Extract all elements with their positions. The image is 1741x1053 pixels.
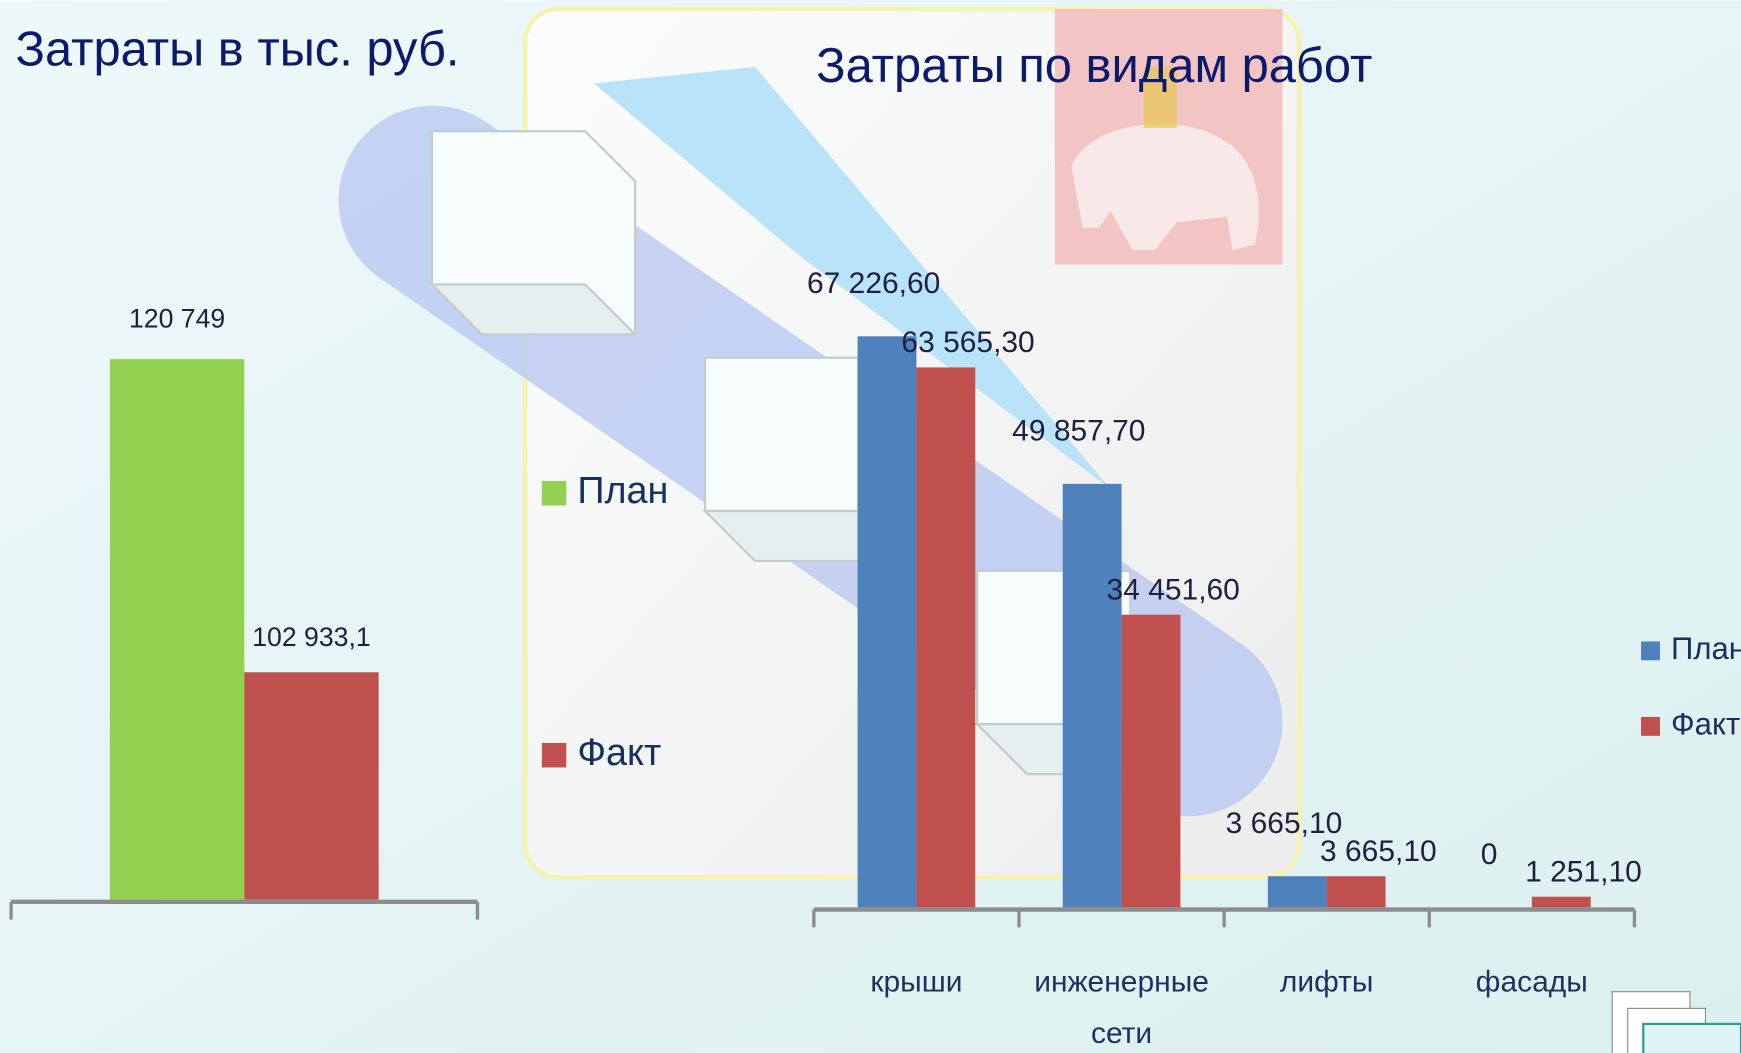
bar (1121, 614, 1181, 908)
bear (1071, 123, 1259, 251)
chart-title: Затраты по видам работ (816, 39, 1372, 93)
bar (1531, 896, 1591, 908)
bar (244, 672, 379, 900)
value-label: 3 665,10 (1320, 835, 1437, 868)
page-number-box (1611, 991, 1741, 1053)
legend-label: План (1671, 631, 1741, 666)
value-label: 1 251,10 (1525, 855, 1642, 888)
legend-swatch (541, 480, 567, 506)
x-tick-label-box: фасады (1475, 965, 1588, 999)
legend-label: Факт (1671, 707, 1740, 742)
x-tick-label: лифты (1279, 965, 1374, 999)
value-label: 3 665,10 (1226, 807, 1343, 840)
bar (916, 367, 976, 908)
legend-swatch (1641, 641, 1660, 661)
value-label: 49 857,70 (1012, 415, 1145, 448)
legend-label: План (577, 469, 668, 511)
x-tick-label-box: крыши (870, 965, 963, 999)
crown (1143, 66, 1177, 128)
x-tick-label: инженерные сети (1034, 965, 1209, 1050)
x-tick-label-box: инженерные сети (1034, 965, 1209, 1050)
x-tick-label-box: лифты (1279, 965, 1374, 999)
bar (857, 336, 917, 908)
legend-swatch (1641, 716, 1660, 736)
bar (1267, 876, 1327, 908)
value-label: 0 (1481, 838, 1498, 871)
legend-label: Факт (577, 731, 661, 773)
chart-title: Затраты в тыс. руб. (16, 22, 460, 76)
legend-swatch (541, 743, 567, 768)
value-label: 120 749 (129, 303, 225, 333)
value-label: 34 451,60 (1107, 573, 1240, 606)
value-label: 102 933,1 (252, 622, 370, 652)
value-label: 67 226,60 (807, 267, 940, 300)
decor-strip (594, 66, 1111, 489)
bar (1326, 876, 1386, 908)
x-tick-label: фасады (1475, 965, 1588, 999)
bar (109, 359, 245, 900)
value-label: 63 565,30 (901, 326, 1034, 359)
x-tick-label: крыши (870, 965, 963, 999)
bar (1062, 483, 1122, 908)
